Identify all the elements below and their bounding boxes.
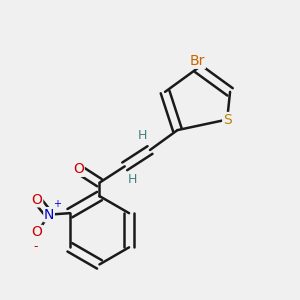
Text: +: + — [53, 199, 62, 209]
Text: S: S — [223, 112, 232, 127]
Text: O: O — [32, 226, 43, 239]
Text: O: O — [32, 193, 43, 207]
Text: H: H — [138, 129, 147, 142]
Text: N: N — [44, 208, 54, 222]
Text: H: H — [128, 173, 137, 186]
Text: Br: Br — [190, 54, 205, 68]
Text: -: - — [33, 240, 38, 253]
Text: O: O — [73, 162, 84, 176]
